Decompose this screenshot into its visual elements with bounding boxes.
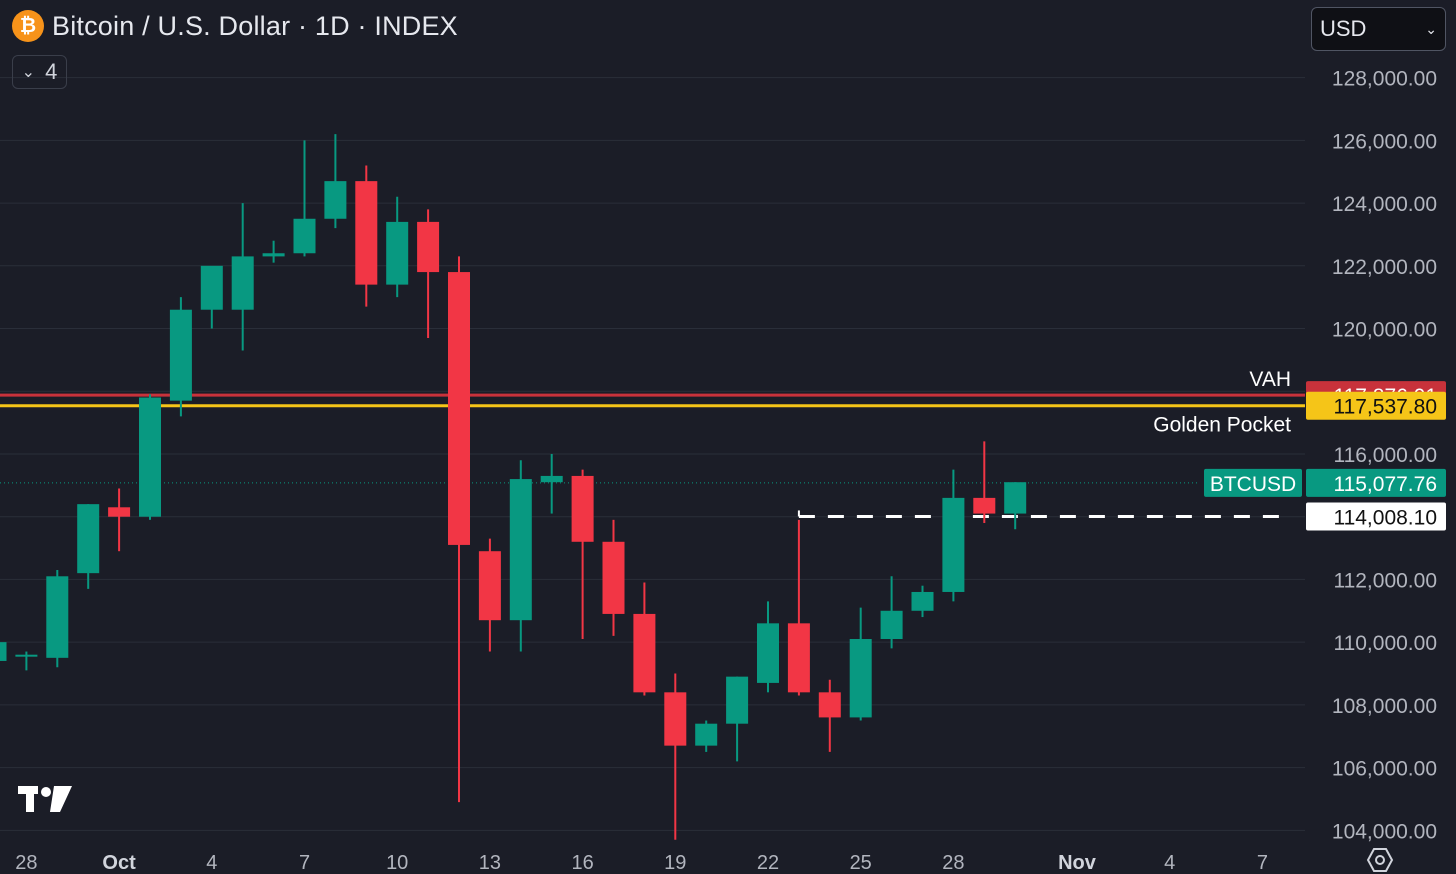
time-tick-label: 25 xyxy=(850,852,872,874)
time-tick-label: 28 xyxy=(15,852,37,874)
price-tick-label: 126,000.00 xyxy=(1332,130,1437,153)
price-tick-label: 106,000.00 xyxy=(1332,758,1437,781)
candle-down xyxy=(633,613,656,693)
bitcoin-icon: ₿ xyxy=(12,10,44,42)
candle-up xyxy=(880,610,903,640)
price-tick-label: 110,000.00 xyxy=(1333,632,1437,655)
candle-up xyxy=(169,309,192,401)
dashed-level-badge-label: 114,008.10 xyxy=(1333,506,1437,529)
candle-up xyxy=(540,475,563,483)
time-tick-label: Nov xyxy=(1058,852,1097,874)
candle-down xyxy=(448,272,470,545)
candle-up xyxy=(849,639,872,718)
candle-up xyxy=(695,723,718,746)
candle-up xyxy=(911,591,934,611)
candle-up xyxy=(942,497,965,592)
candle-up xyxy=(757,623,779,683)
price-tick-label: 122,000.00 xyxy=(1332,256,1437,279)
time-tick-label: 10 xyxy=(386,852,408,874)
candle-down xyxy=(787,623,810,693)
price-tick-label: 112,000.00 xyxy=(1333,569,1437,592)
symbol-tag-label: BTCUSD xyxy=(1210,473,1296,496)
candle-up xyxy=(46,576,69,658)
candle-down xyxy=(108,507,131,517)
candle-up xyxy=(15,654,38,657)
level-label-golden-pocket: Golden Pocket xyxy=(1153,414,1291,437)
price-levels: VAH Golden Pocket xyxy=(0,368,1305,518)
time-tick-label: 19 xyxy=(664,852,686,874)
indicators-count: 4 xyxy=(45,59,58,84)
time-tick-label: 13 xyxy=(479,852,501,874)
time-axis[interactable]: 28 Oct 4 7 10 13 16 19 22 25 28 Nov 4 7 xyxy=(15,852,1268,874)
candle-down xyxy=(478,551,501,621)
candle-up xyxy=(1004,482,1027,514)
level-golden-pocket-badge-label: 117,537.80 xyxy=(1333,396,1437,419)
gridlines xyxy=(0,77,1305,831)
level-golden-pocket-badge xyxy=(1306,391,1446,420)
candle-up xyxy=(726,676,749,724)
candle-up xyxy=(509,479,532,621)
price-axis[interactable]: 104,000.00 106,000.00 108,000.00 110,000.00… xyxy=(1204,68,1446,844)
price-tick-label: 124,000.00 xyxy=(1332,193,1437,216)
candle-down xyxy=(664,692,687,746)
chart-header: ₿ Bitcoin / U.S. Dollar · 1D · INDEX xyxy=(12,10,458,42)
candles xyxy=(0,134,1027,840)
price-tick-label: 104,000.00 xyxy=(1332,820,1437,843)
currency-value: USD xyxy=(1320,16,1367,41)
chevron-down-icon: ⌄ xyxy=(21,64,36,81)
candle-down xyxy=(417,221,440,273)
time-tick-label: 16 xyxy=(571,852,593,874)
current-price-badge xyxy=(1306,468,1446,497)
symbol-title[interactable]: Bitcoin / U.S. Dollar · 1D · INDEX xyxy=(52,10,458,41)
candle-up xyxy=(293,218,316,254)
candle-down xyxy=(973,497,996,514)
candle-up xyxy=(139,397,161,517)
candle-up xyxy=(231,256,254,310)
indicators-toggle-button[interactable]: ⌄ 4 xyxy=(12,55,67,89)
candle-up xyxy=(324,181,347,219)
tradingview-logo-icon[interactable] xyxy=(16,780,74,816)
current-price-badge-label: 115,077.76 xyxy=(1333,473,1437,496)
candle-down xyxy=(355,181,378,285)
price-tick-label: 120,000.00 xyxy=(1332,319,1437,342)
chart-settings-icon[interactable] xyxy=(1366,846,1394,874)
time-tick-label: 7 xyxy=(1257,852,1268,874)
time-tick-label: Oct xyxy=(102,852,136,874)
candle-up xyxy=(386,221,409,285)
level-label-vah: VAH xyxy=(1249,368,1291,391)
price-tick-label: 128,000.00 xyxy=(1332,68,1437,91)
currency-select[interactable]: USD ⌄ xyxy=(1311,7,1446,51)
time-tick-label: 4 xyxy=(1164,852,1175,874)
candle-up xyxy=(200,265,223,310)
dashed-level-badge xyxy=(1306,502,1446,531)
candle-up xyxy=(262,253,285,257)
price-tick-label: 108,000.00 xyxy=(1332,695,1437,718)
symbol-tag xyxy=(1204,468,1302,497)
chevron-down-icon: ⌄ xyxy=(1425,20,1437,37)
candle-up xyxy=(0,642,7,661)
price-tick-label: 116,000.00 xyxy=(1333,444,1437,467)
time-tick-label: 22 xyxy=(757,852,779,874)
candle-down xyxy=(818,692,841,718)
time-tick-label: 4 xyxy=(206,852,217,874)
candle-up xyxy=(77,504,100,574)
time-tick-label: 28 xyxy=(942,852,964,874)
time-tick-label: 7 xyxy=(299,852,310,874)
candle-down xyxy=(602,541,625,614)
candle-down xyxy=(571,475,594,542)
